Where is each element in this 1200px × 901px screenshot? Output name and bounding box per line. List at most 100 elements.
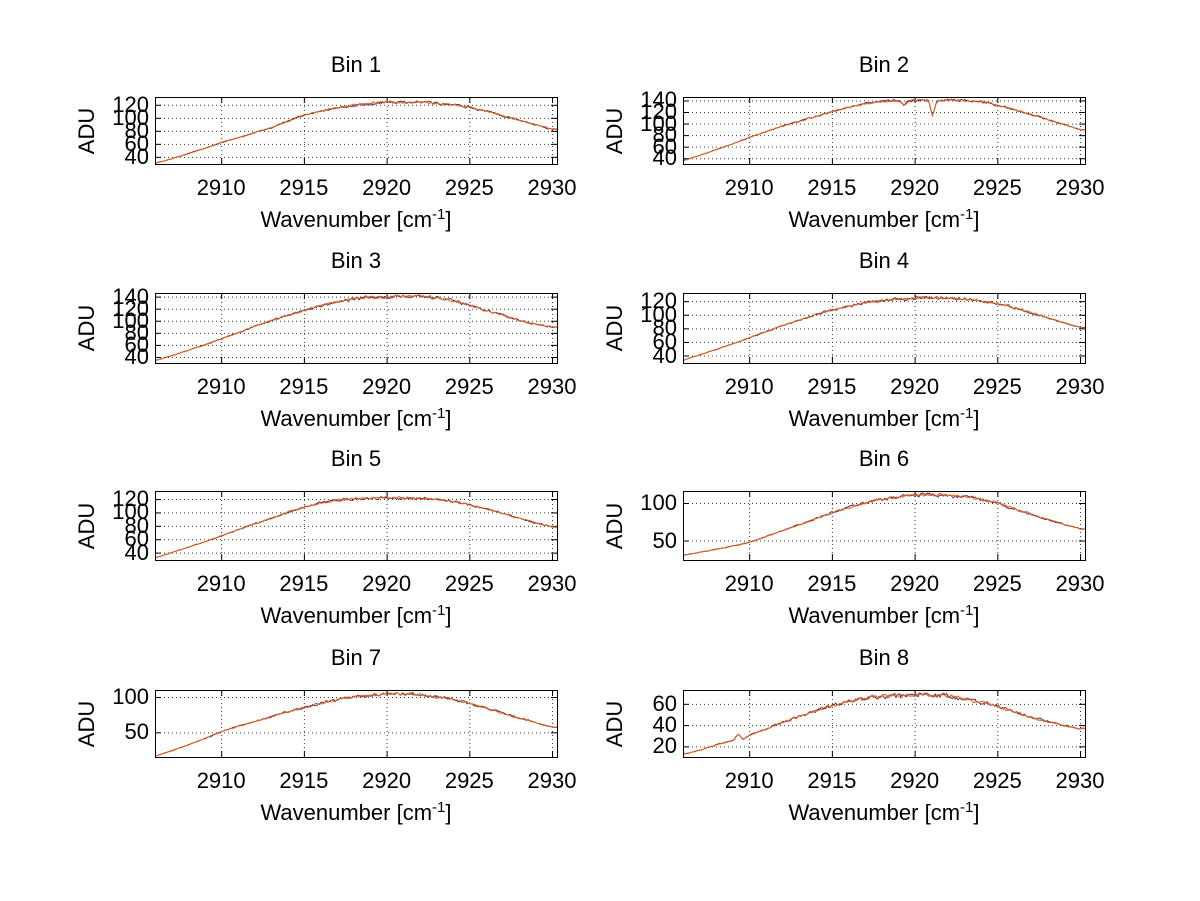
x-tick-label: 2910 — [196, 571, 246, 596]
x-axis-label-sup: -1 — [960, 602, 974, 619]
spectrum-line — [156, 294, 557, 361]
x-tick-label: 2910 — [196, 768, 246, 793]
x-tick-label: 2920 — [890, 768, 940, 793]
x-axis-label: Wavenumber [cm-1] — [683, 206, 1085, 235]
x-axis-label-close: ] — [445, 207, 452, 232]
x-tick-label: 2925 — [444, 768, 494, 793]
x-axis-label: Wavenumber [cm-1] — [683, 799, 1085, 828]
y-tick-label: 120 — [112, 295, 149, 321]
x-axis-label-close: ] — [445, 800, 452, 825]
x-tick-label: 2920 — [890, 374, 940, 399]
x-tick-label: 2915 — [279, 571, 329, 596]
subplot-title: Bin 4 — [858, 248, 910, 273]
x-tick-label: 2910 — [724, 571, 774, 596]
y-tick-label: 100 — [112, 307, 149, 333]
y-tick-label: 60 — [652, 690, 677, 716]
y-tick-label: 40 — [124, 143, 149, 169]
spectrum-underlay-line — [156, 692, 557, 757]
y-tick-label: 40 — [652, 145, 677, 171]
x-tick-label: 2930 — [527, 571, 577, 596]
x-tick-label: 2930 — [527, 175, 577, 200]
x-axis-label-close: ] — [973, 800, 980, 825]
spectrum-underlay-line — [684, 492, 1085, 556]
y-tick-label: 80 — [124, 512, 149, 538]
x-tick-label: 2930 — [527, 374, 577, 399]
x-axis-label-sup: -1 — [960, 405, 974, 422]
plot-area — [155, 293, 558, 364]
y-tick-label: 20 — [652, 733, 677, 759]
y-tick-label: 100 — [640, 110, 677, 136]
y-tick-label: 80 — [652, 122, 677, 148]
spectrum-underlay-line — [156, 100, 557, 164]
subplot-title: Bin 1 — [330, 52, 382, 77]
spectrum-underlay-line — [684, 98, 1085, 161]
spectrum-line — [156, 495, 557, 559]
x-axis-label-sup: -1 — [960, 799, 974, 816]
x-tick-label: 2925 — [972, 175, 1022, 200]
x-tick-label: 2920 — [362, 571, 412, 596]
x-tick-label: 2910 — [724, 175, 774, 200]
x-axis-label-close: ] — [445, 406, 452, 431]
y-tick-label: 80 — [124, 319, 149, 345]
spectrum-underlay-line — [156, 496, 557, 559]
y-tick-label: 120 — [112, 91, 149, 117]
axis-border — [155, 491, 558, 561]
plot-area — [155, 491, 558, 561]
x-tick-label: 2930 — [527, 768, 577, 793]
axis-border — [155, 293, 558, 364]
plot-area — [683, 293, 1086, 364]
x-tick-label: 2930 — [1055, 768, 1105, 793]
y-tick-label: 100 — [640, 490, 677, 515]
subplot-title: Bin 3 — [330, 248, 382, 273]
x-axis-label-sup: -1 — [432, 405, 446, 422]
y-tick-label: 80 — [124, 117, 149, 143]
y-tick-label: 60 — [124, 526, 149, 552]
axis-border — [683, 293, 1086, 364]
spectrum-line — [684, 492, 1085, 556]
y-tick-label: 100 — [112, 499, 149, 525]
x-tick-label: 2925 — [444, 374, 494, 399]
x-axis-label-sup: -1 — [960, 206, 974, 223]
x-tick-label: 2925 — [444, 175, 494, 200]
y-tick-label: 40 — [124, 539, 149, 565]
axis-border — [155, 690, 558, 758]
x-tick-label: 2930 — [1055, 571, 1105, 596]
plot-area — [683, 491, 1086, 561]
x-axis-label-text: Wavenumber [cm — [788, 207, 961, 232]
x-axis-label: Wavenumber [cm-1] — [683, 405, 1085, 434]
x-axis-label: Wavenumber [cm-1] — [155, 405, 557, 434]
x-tick-label: 2915 — [279, 175, 329, 200]
x-axis-label-text: Wavenumber [cm — [260, 603, 433, 628]
spectrum-underlay-line — [156, 294, 557, 361]
x-tick-label: 2930 — [1055, 175, 1105, 200]
x-axis-label-sup: -1 — [432, 206, 446, 223]
subplot-title: Bin 6 — [858, 446, 910, 471]
x-tick-label: 2915 — [279, 374, 329, 399]
y-tick-label: 60 — [652, 133, 677, 159]
axis-border — [683, 97, 1086, 165]
x-tick-label: 2925 — [972, 768, 1022, 793]
x-axis-label-sup: -1 — [432, 799, 446, 816]
x-tick-label: 2910 — [724, 374, 774, 399]
x-axis-label-text: Wavenumber [cm — [260, 207, 433, 232]
x-tick-label: 2910 — [196, 175, 246, 200]
x-axis-label-text: Wavenumber [cm — [260, 800, 433, 825]
x-tick-label: 2920 — [362, 175, 412, 200]
spectrum-line — [684, 295, 1085, 361]
x-axis-label-text: Wavenumber [cm — [788, 603, 961, 628]
subplot-title: Bin 5 — [330, 446, 382, 471]
x-tick-label: 2910 — [724, 768, 774, 793]
y-tick-label: 40 — [652, 342, 677, 368]
x-tick-label: 2915 — [807, 571, 857, 596]
x-tick-label: 2915 — [807, 175, 857, 200]
x-axis-label-text: Wavenumber [cm — [788, 800, 961, 825]
y-tick-label: 60 — [124, 331, 149, 357]
plot-area — [683, 97, 1086, 165]
x-tick-label: 2930 — [1055, 374, 1105, 399]
y-tick-label: 60 — [652, 328, 677, 354]
y-tick-label: 80 — [652, 315, 677, 341]
x-tick-label: 2915 — [807, 768, 857, 793]
subplot-title: Bin 8 — [858, 645, 910, 670]
x-axis-label: Wavenumber [cm-1] — [155, 799, 557, 828]
spectrum-line — [156, 100, 557, 164]
